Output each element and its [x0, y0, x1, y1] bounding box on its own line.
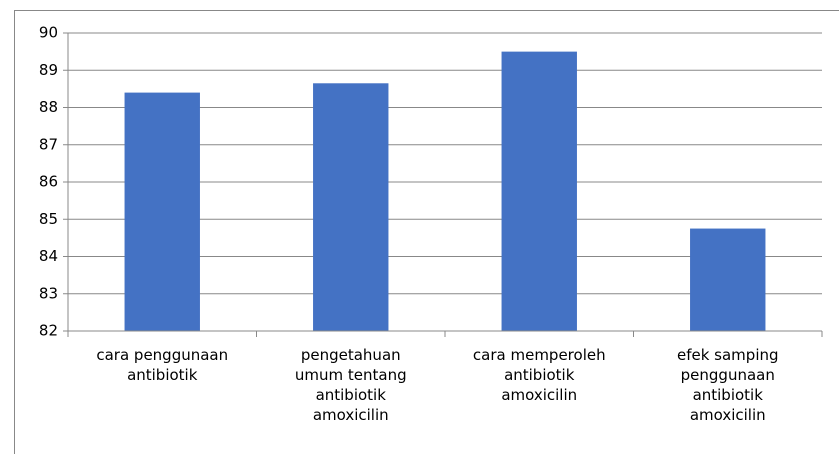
y-tick-label: 87	[39, 135, 58, 153]
x-tick-label: efek samping penggunaan antibiotik amoxi…	[676, 346, 779, 424]
bar	[690, 228, 766, 331]
bar	[313, 83, 389, 331]
y-tick-label: 88	[39, 98, 58, 116]
bar	[124, 92, 200, 331]
y-tick-label: 82	[39, 322, 58, 340]
y-tick-label: 90	[39, 24, 58, 42]
x-tick-label: pengetahuan umum tentang antibiotik amox…	[294, 346, 407, 424]
x-tick-label: cara memperoleh antibiotik amoxicilin	[472, 346, 606, 404]
y-tick-label: 83	[39, 284, 58, 302]
bar	[501, 51, 577, 331]
chart-frame	[14, 10, 839, 454]
x-tick-label: cara penggunaan antibiotik	[96, 346, 229, 384]
y-tick-label: 89	[39, 61, 58, 79]
y-tick-label: 85	[39, 210, 58, 228]
y-tick-label: 84	[39, 247, 58, 265]
y-tick-label: 86	[39, 173, 58, 191]
